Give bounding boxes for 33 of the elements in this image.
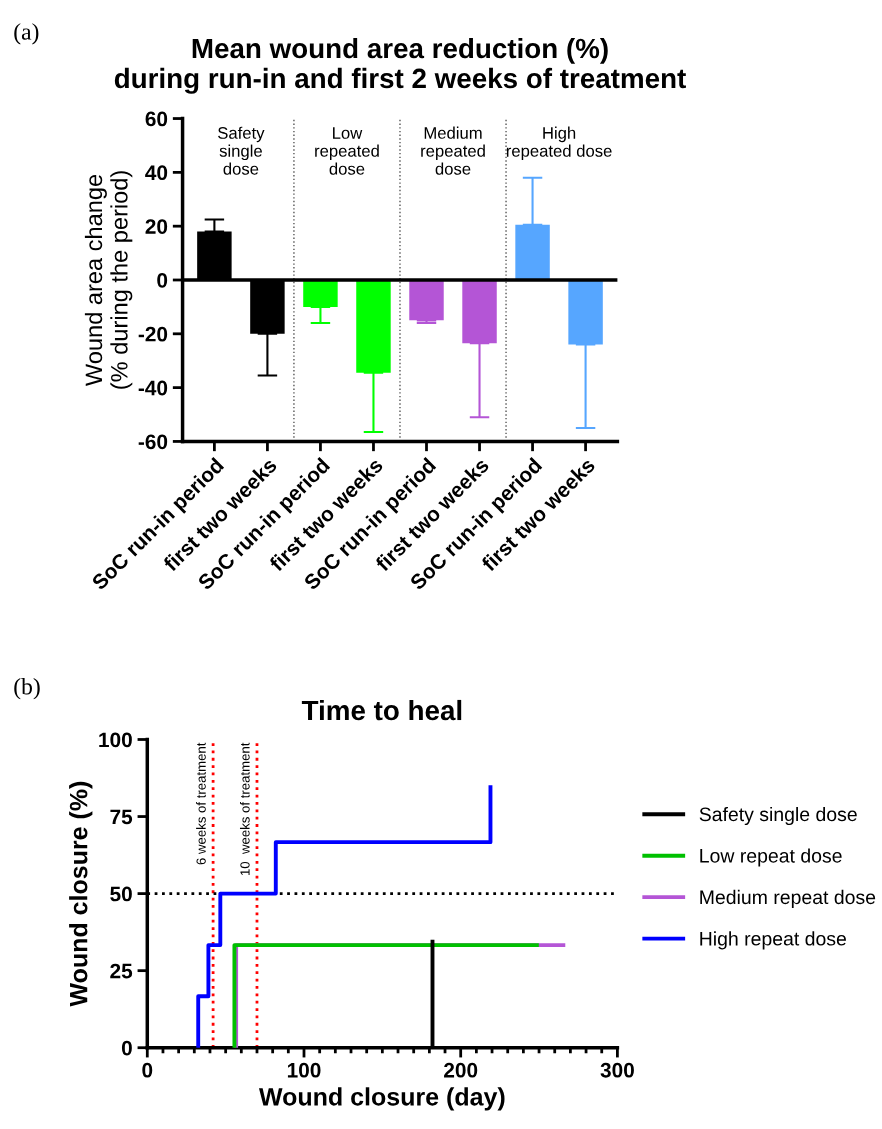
y-tick-label: 25 [110, 963, 133, 979]
y-tick-label: 40 [145, 165, 168, 181]
ref-line-label: 6 weeks of treatment [196, 742, 206, 865]
bar [409, 279, 444, 321]
y-tick-label: 0 [157, 272, 168, 288]
y-axis-title: Wound area change (% during the period) [84, 171, 133, 389]
annotation: Medium repeated dose [421, 126, 485, 175]
y-tick-label: 50 [110, 886, 132, 902]
y-tick-label: 20 [145, 219, 168, 234]
legend-label: Low repeat dose [700, 848, 842, 867]
legend-label: Medium repeat dose [700, 889, 876, 908]
y-tick-label: -40 [138, 380, 168, 396]
y-tick-label: -60 [138, 434, 168, 450]
x-tick-label: 200 [444, 1062, 478, 1078]
annotation: Safety single dose [218, 126, 265, 175]
y-tick-label: -20 [138, 326, 168, 342]
legend-label: Safety single dose [699, 806, 857, 826]
x-axis-title: Wound closure (day) [258, 1087, 505, 1111]
x-tick-label: 100 [287, 1062, 321, 1078]
chart-title: Mean wound area reduction (%) during run-in and first 2 weeks of treatment [114, 37, 686, 94]
annotation: Low repeated dose [315, 127, 379, 175]
y-tick-label: 60 [145, 111, 168, 127]
ref-line-label: 10 weeks of treatment [239, 742, 250, 876]
y-tick-label: 0 [121, 1040, 132, 1056]
text: (a) [14, 23, 39, 45]
chart-title: Time to heal [301, 699, 462, 721]
y-axis-title: Wound closure (%) [69, 781, 93, 1007]
y-tick-label: 75 [110, 809, 133, 825]
annotation: High repeated dose [506, 126, 612, 161]
y-tick-label: 100 [99, 732, 132, 748]
text: (b) [14, 677, 40, 700]
x-tick-label: 300 [600, 1062, 634, 1078]
legend-label: High repeat dose [700, 931, 846, 950]
